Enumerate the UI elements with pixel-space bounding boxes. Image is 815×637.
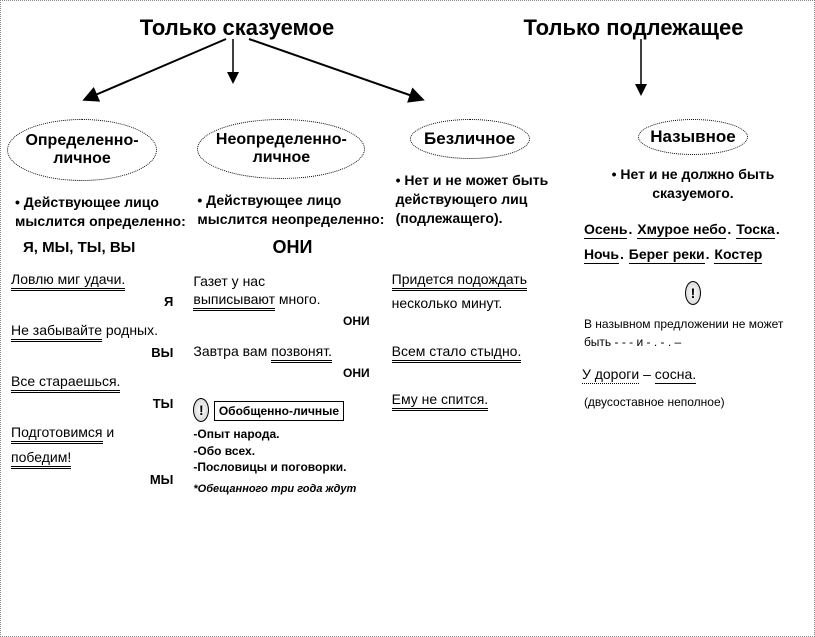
ex-c2-2b: позвонят. (271, 343, 332, 363)
ex-c2-2-p: ОНИ (193, 366, 391, 380)
bubble-c1: Определенно-личное (7, 119, 157, 181)
generalized-box-row: ! Обобщенно-личные (193, 398, 391, 422)
generalized-list: -Опыт народа. -Обо всех. -Пословицы и по… (193, 426, 391, 475)
col-impersonal: Безличное Нет и не может быть действующе… (392, 119, 582, 495)
ex-c3-3: Ему не спится. (392, 390, 582, 408)
bubble-c2: Неопределенно-личное (197, 119, 365, 179)
ex-c1-3-p: ТЫ (11, 396, 193, 411)
ex-c4-a: У дороги (582, 366, 639, 384)
ex-c1-2a: Не забывайте (11, 322, 102, 342)
ex-c1-3: Все стараешься. (11, 372, 193, 390)
ex-c4: У дороги – сосна. (582, 365, 804, 383)
col-indefinite-personal: Неопределенно-личное Действующее лицо мы… (193, 119, 391, 495)
gen-l1: -Опыт народа. (193, 426, 391, 442)
ex-c1-4a: Подготовимся (11, 424, 103, 444)
ex-c3-1b-row: несколько минут. (392, 294, 582, 312)
ex-c4-b: сосна. (655, 366, 696, 384)
ex-c1-2: Не забывайте родных. (11, 321, 193, 339)
ex-c1-4-p: МЫ (11, 472, 193, 487)
footnote-c2: *Обещанного три года ждут (193, 483, 391, 495)
headers-row: Только сказуемое Только подлежащее (11, 13, 804, 45)
gen-l3: -Пословицы и поговорки. (193, 459, 391, 475)
note-c4-2: (двусоставное неполное) (584, 393, 802, 411)
ex-c2-1: Газет у нас выписывают много. (193, 272, 391, 308)
named-examples: Осень. Хмурое небо. Тоска. Ночь. Берег р… (584, 217, 802, 267)
ex-c2-2a: Завтра вам (193, 343, 267, 359)
desc-c3: Нет и не может быть действующего лиц (по… (392, 171, 582, 228)
n6: Костер (714, 246, 762, 264)
bubble-c4: Назывное (638, 119, 748, 155)
arrow-to-c1 (86, 39, 226, 99)
ex-c2-1-row2: выписывают много. (193, 290, 391, 308)
desc-c2: Действующее лицо мыслится неопределенно: (193, 191, 391, 229)
n2: Хмурое небо (637, 221, 726, 239)
n1: Осень (584, 221, 628, 239)
desc-c1: Действующее лицо мыслится определенно: (11, 193, 193, 231)
bubble-c3: Безличное (410, 119, 530, 159)
arrows-svg (1, 33, 815, 113)
categories-row: Определенно-личное Действующее лицо мысл… (11, 119, 804, 495)
ex-c2-2: Завтра вам позвонят. (193, 342, 391, 360)
pronouns-c2: ОНИ (193, 237, 391, 258)
ex-c2-1a: Газет у нас (193, 272, 391, 290)
dash: – (643, 366, 651, 382)
ex-c1-4b-row: победим! (11, 448, 193, 466)
exclaim-icon: ! (193, 398, 209, 422)
examples-c3: Придется подождать несколько минут. Всем… (392, 270, 582, 409)
ex-c1-4: Подготовимся и (11, 423, 193, 441)
ex-c3-1a: Придется подождать (392, 271, 527, 291)
n5: Берег реки (629, 246, 705, 264)
named-row2: Ночь. Берег реки. Костер (584, 242, 802, 267)
n3: Тоска (736, 221, 775, 239)
ex-c1-3-text: Все стараешься. (11, 373, 120, 393)
examples-c1: Ловлю миг удачи. Я Не забывайте родных. … (11, 270, 193, 487)
ex-c1-4and: и (106, 424, 114, 440)
ex-c1-1-p: Я (11, 294, 193, 309)
ex-c2-1-p: ОНИ (193, 314, 391, 328)
header-predicate: Только сказуемое (11, 13, 463, 45)
ex-c1-2-p: ВЫ (11, 345, 193, 360)
col-definite-personal: Определенно-личное Действующее лицо мысл… (11, 119, 193, 495)
named-row1: Осень. Хмурое небо. Тоска. (584, 217, 802, 242)
arrow-to-c3 (249, 39, 421, 99)
ex-c3-2: Всем стало стыдно. (392, 342, 582, 360)
examples-c2: Газет у нас выписывают много. ОНИ Завтра… (193, 272, 391, 495)
ex-c2-1c: много. (279, 291, 321, 307)
ex-c3-1: Придется подождать (392, 270, 582, 288)
ex-c2-1b: выписывают (193, 291, 275, 311)
n4: Ночь (584, 246, 619, 264)
gen-l2: -Обо всех. (193, 443, 391, 459)
ex-c1-4b: победим! (11, 449, 71, 469)
col-nominative: Назывное Нет и не должно быть сказуемого… (582, 119, 804, 495)
ex-c1-1-text: Ловлю миг удачи. (11, 271, 125, 291)
ex-c3-3-text: Ему не спится. (392, 391, 489, 411)
ex-c1-2b: родных. (106, 322, 158, 338)
ex-c3-1b: несколько минут. (392, 295, 503, 311)
desc-c4: Нет и не должно быть сказуемого. (588, 165, 798, 203)
note-c4-1: В назывном предложении не может быть - -… (584, 315, 802, 351)
ex-c1-1: Ловлю миг удачи. (11, 270, 193, 288)
generalized-box-title: Обобщенно-личные (214, 401, 344, 421)
pronouns-c1: Я, МЫ, ТЫ, ВЫ (11, 239, 193, 256)
exclaim-center: ! (582, 281, 804, 305)
header-subject: Только подлежащее (463, 13, 804, 45)
ex-c3-2-text: Всем стало стыдно. (392, 343, 522, 363)
exclaim-icon-2: ! (685, 281, 701, 305)
